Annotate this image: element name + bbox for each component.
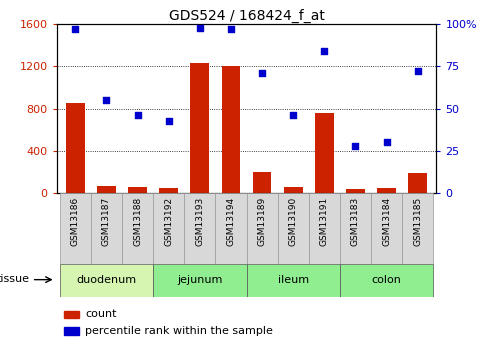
Bar [64, 327, 79, 335]
Point [103, 98, 110, 103]
Text: GSM13188: GSM13188 [133, 197, 142, 246]
Bar [246, 264, 340, 297]
Text: GSM13183: GSM13183 [351, 197, 360, 246]
Bar [222, 66, 240, 193]
Bar [340, 264, 433, 297]
Point [352, 143, 359, 149]
Point [320, 48, 328, 54]
Bar [122, 193, 153, 264]
Point [196, 25, 204, 30]
Bar [309, 193, 340, 264]
Point [383, 140, 390, 145]
Bar [153, 264, 246, 297]
Text: GDS524 / 168424_f_at: GDS524 / 168424_f_at [169, 9, 324, 23]
Text: GSM13185: GSM13185 [413, 197, 422, 246]
Text: GSM13191: GSM13191 [320, 197, 329, 246]
Text: percentile rank within the sample: percentile rank within the sample [85, 326, 273, 336]
Point [289, 113, 297, 118]
Point [71, 27, 79, 32]
Bar [60, 193, 91, 264]
Bar [253, 172, 271, 193]
Bar [66, 104, 85, 193]
Bar [346, 189, 365, 193]
Bar [371, 193, 402, 264]
Bar [64, 310, 79, 318]
Bar [91, 193, 122, 264]
Point [414, 69, 422, 74]
Text: GSM13189: GSM13189 [257, 197, 267, 246]
Bar [278, 193, 309, 264]
Point [134, 113, 141, 118]
Bar [159, 188, 178, 193]
Point [258, 70, 266, 76]
Text: GSM13187: GSM13187 [102, 197, 111, 246]
Bar [97, 186, 116, 193]
Bar [128, 187, 147, 193]
Bar [402, 193, 433, 264]
Text: GSM13190: GSM13190 [289, 197, 298, 246]
Text: ileum: ileum [278, 275, 309, 285]
Bar [377, 188, 396, 193]
Point [165, 118, 173, 123]
Bar [284, 187, 303, 193]
Bar [153, 193, 184, 264]
Text: GSM13192: GSM13192 [164, 197, 173, 246]
Bar [184, 193, 215, 264]
Text: GSM13194: GSM13194 [226, 197, 236, 246]
Bar [60, 264, 153, 297]
Bar [190, 63, 209, 193]
Bar [246, 193, 278, 264]
Point [227, 27, 235, 32]
Text: colon: colon [372, 275, 401, 285]
Text: jejunum: jejunum [177, 275, 222, 285]
Bar [408, 173, 427, 193]
Bar [340, 193, 371, 264]
Bar [315, 113, 334, 193]
Bar [215, 193, 246, 264]
Text: tissue: tissue [0, 274, 30, 284]
Text: GSM13184: GSM13184 [382, 197, 391, 246]
Text: GSM13186: GSM13186 [71, 197, 80, 246]
Text: count: count [85, 309, 117, 319]
Text: duodenum: duodenum [76, 275, 137, 285]
Text: GSM13193: GSM13193 [195, 197, 204, 246]
